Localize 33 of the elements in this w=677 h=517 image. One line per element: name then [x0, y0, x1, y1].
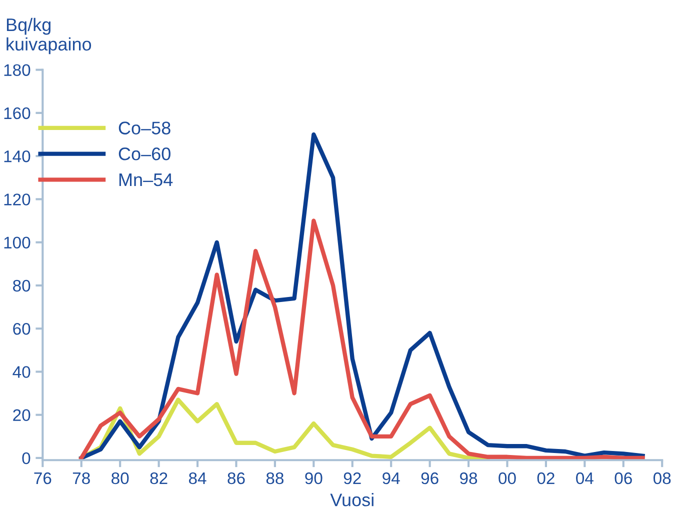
y-axis-title: Bq/kg kuivapaino: [6, 18, 92, 54]
x-tick-label: 88: [266, 472, 284, 484]
x-tick-label: 86: [228, 472, 245, 484]
x-tick-label: 76: [34, 472, 52, 484]
x-tick-label: 98: [460, 472, 478, 484]
y-tick-label: 180: [4, 64, 30, 76]
y-tick-label: 0: [22, 452, 30, 464]
legend-label: Co–60: [118, 148, 170, 160]
y-tick-label: 140: [4, 150, 30, 162]
x-tick-label: 94: [382, 472, 400, 484]
x-tick-label: 92: [344, 472, 361, 484]
x-tick-label: 82: [150, 472, 168, 484]
y-tick-label: 100: [4, 236, 30, 249]
x-tick-label: 02: [537, 472, 554, 484]
y-tick-label: 40: [12, 366, 30, 378]
legend-label: Co–58: [118, 122, 170, 134]
y-tick-label: 20: [13, 409, 30, 422]
line-series: [79, 218, 645, 460]
x-tick-label: 90: [305, 472, 322, 484]
x-tick-label: 96: [421, 472, 438, 484]
x-tick-label: 80: [112, 472, 129, 484]
y-tick-label: 120: [4, 194, 30, 206]
x-tick-label: 04: [576, 472, 594, 484]
x-tick-label: 06: [614, 472, 632, 484]
x-tick-label: 78: [72, 472, 90, 484]
y-tick-label: 80: [13, 280, 30, 292]
legend-label: Mn–54: [119, 174, 173, 186]
x-tick-label: 84: [188, 472, 206, 484]
x-tick-label: 00: [498, 472, 516, 484]
y-tick-label: 60: [13, 322, 30, 335]
x-tick-label: 08: [653, 472, 671, 484]
y-tick-label: 160: [4, 107, 30, 120]
x-axis-title: Vuosi: [330, 493, 374, 506]
